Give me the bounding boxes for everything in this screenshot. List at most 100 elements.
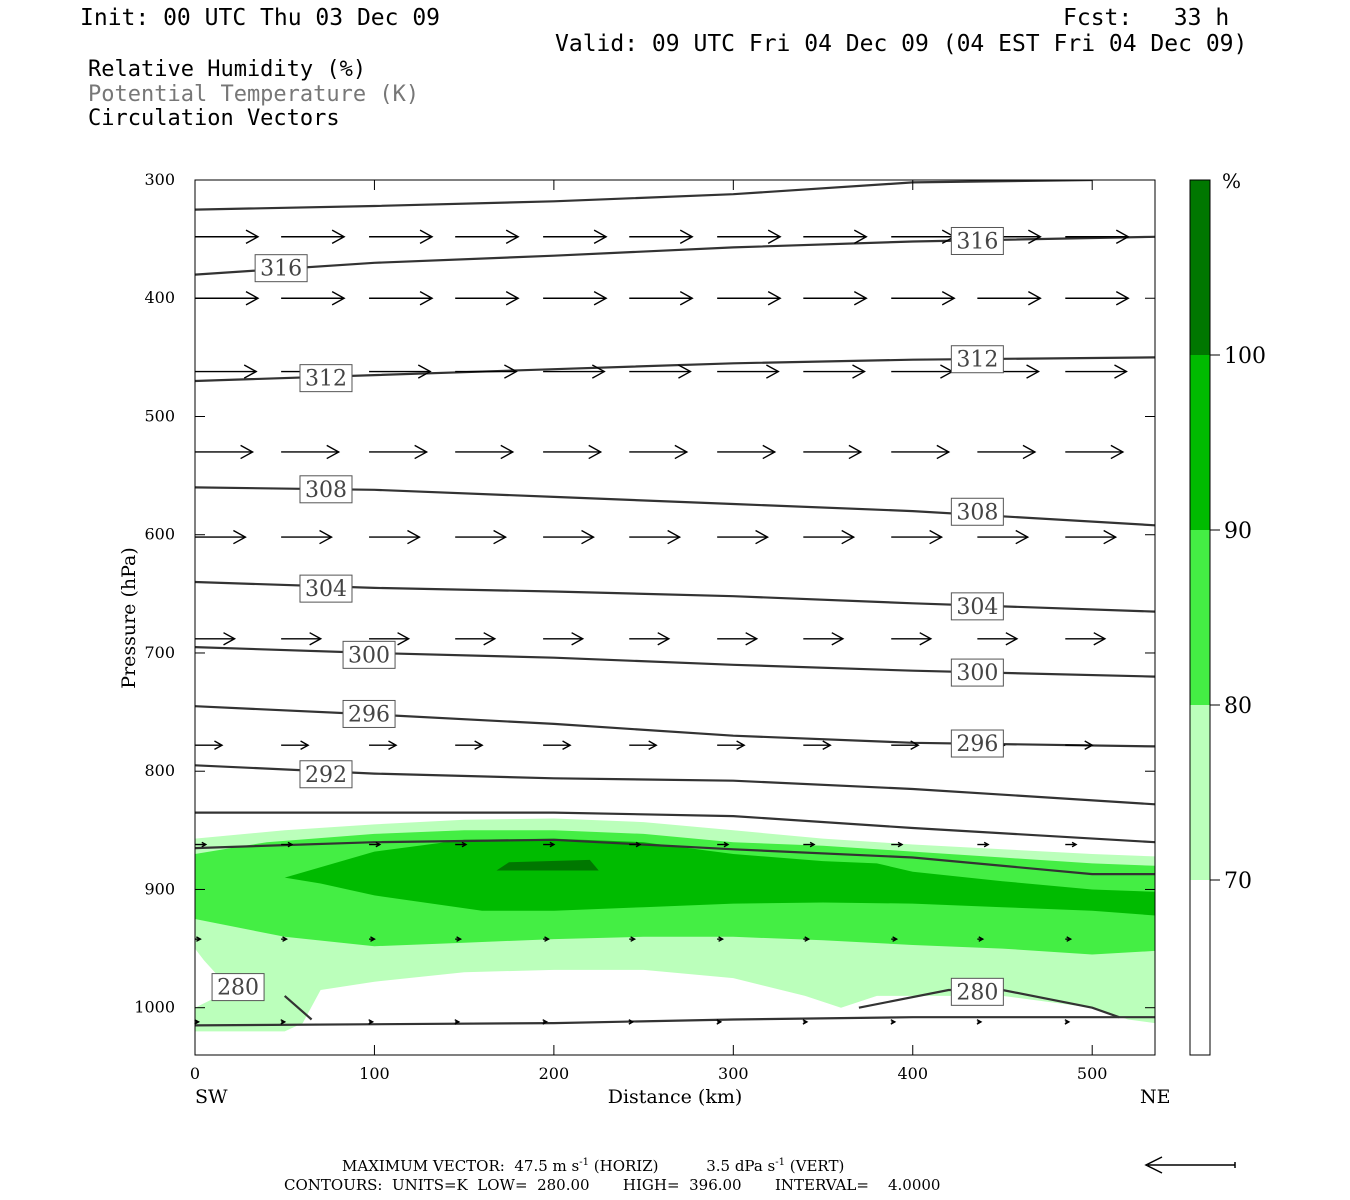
theta-label-text: 316 xyxy=(260,257,302,282)
axes: 0 100 200 300 400 500 300 400 500 600 700 800 900 100… xyxy=(134,170,1155,1083)
max-vector-horiz-unit: (HORIZ) xyxy=(593,1157,659,1175)
vector-arrow-icon xyxy=(369,529,421,545)
x-tick-label: 500 xyxy=(1077,1064,1108,1083)
colorbar-frame xyxy=(1189,179,1211,1056)
vector-arrow-icon xyxy=(454,1019,461,1025)
vector-arrow-icon xyxy=(369,740,398,750)
vector-arrow-icon xyxy=(629,632,671,646)
vector-arrow-icon xyxy=(543,529,595,545)
theta-label: 316 xyxy=(254,254,308,283)
vector-arrow-icon xyxy=(543,444,603,460)
theta-label: 304 xyxy=(950,592,1004,621)
field-label-theta: Potential Temperature (K) xyxy=(88,82,420,107)
vector-arrow-icon xyxy=(629,291,694,306)
reference-arrow-head xyxy=(1144,1156,1163,1174)
vector-arrow-icon xyxy=(455,632,497,646)
vector-arrow-icon xyxy=(803,740,832,750)
theta-label: 296 xyxy=(342,699,396,728)
y-tick-label: 300 xyxy=(144,170,175,189)
theta-label: 308 xyxy=(950,497,1004,526)
rh-region-90 xyxy=(284,838,1155,916)
theta-label-text: 300 xyxy=(956,661,998,686)
max-vector-vert-unit: (VERT) xyxy=(789,1157,845,1175)
vector-arrow-icon xyxy=(629,229,694,244)
vector-arrow-icon xyxy=(891,740,920,750)
vector-arrow-icon xyxy=(195,841,208,848)
vector-arrow-icon xyxy=(455,229,520,244)
vector-arrow-icon xyxy=(369,632,411,646)
colorbar-unit: % xyxy=(1222,169,1241,193)
x-tick-label: 0 xyxy=(190,1064,200,1083)
vector-arrow-icon xyxy=(369,936,376,942)
vector-arrow-icon xyxy=(542,1019,549,1025)
vector-arrow-icon xyxy=(369,291,434,306)
x-tick-label: 200 xyxy=(539,1064,570,1083)
colorbar-swatch xyxy=(1190,880,1210,1055)
vector-arrow-icon xyxy=(803,841,816,848)
vector-arrow-icon xyxy=(281,444,341,460)
vector-arrow-icon xyxy=(803,364,866,379)
vector-arrow-icon xyxy=(455,291,520,306)
forecast-hour: Fcst: 33 h xyxy=(1063,5,1230,31)
theta-label: 304 xyxy=(299,574,353,603)
footer-max-vector: MAXIMUM VECTOR: 47.5 m s-1 (HORIZ) 3.5 d… xyxy=(342,1157,844,1175)
colorbar-tick-label: 90 xyxy=(1224,519,1252,544)
vector-arrow-icon xyxy=(543,229,608,244)
vector-arrow-icon xyxy=(629,841,642,848)
vector-arrow-icon xyxy=(977,444,1037,460)
theta-contour-296 xyxy=(195,705,1155,748)
vector-arrow-icon xyxy=(717,229,782,244)
vector-arrow-icon xyxy=(717,444,777,460)
vector-arrow-icon xyxy=(803,936,811,942)
vector-arrow-icon xyxy=(1065,936,1073,942)
vector-arrow-icon xyxy=(194,1019,201,1025)
theta-label-text: 308 xyxy=(956,500,998,525)
colorbar-swatch xyxy=(1190,355,1210,530)
vector-arrow-icon xyxy=(717,291,782,306)
vector-arrow-icon xyxy=(803,229,868,244)
theta-contour-280 xyxy=(195,1016,1155,1027)
theta-label-text: 296 xyxy=(956,732,998,757)
vector-arrow-icon xyxy=(717,632,759,646)
max-vector-horiz-exp: -1 xyxy=(579,1157,589,1168)
rh-region-100 xyxy=(496,859,599,871)
vector-arrow-icon xyxy=(717,529,770,545)
theta-label: 308 xyxy=(299,475,353,504)
reference-vector-arrow-icon xyxy=(1144,1156,1236,1174)
vector-arrow-icon xyxy=(891,841,904,848)
vector-arrow-icon xyxy=(803,444,863,460)
vector-arrow-icon xyxy=(717,740,746,750)
vector-arrow-icon xyxy=(195,632,237,646)
theta-label: 300 xyxy=(950,658,1004,687)
vector-arrow-icon xyxy=(543,632,585,646)
valid-time: Valid: 09 UTC Fri 04 Dec 09 (04 EST Fri … xyxy=(555,31,1248,57)
colorbar-tick-label: 100 xyxy=(1224,344,1266,369)
colorbar-tick-label: 70 xyxy=(1224,869,1252,894)
y-tick-label: 1000 xyxy=(134,998,175,1017)
vector-arrow-icon xyxy=(1065,364,1128,379)
vector-arrow-icon xyxy=(716,1019,723,1025)
vector-arrow-icon xyxy=(891,632,933,646)
theta-label-text: 308 xyxy=(305,478,347,503)
vector-arrow-icon xyxy=(717,841,730,848)
vector-arrow-icon xyxy=(629,529,682,545)
vector-arrow-icon xyxy=(369,364,432,379)
theta-contour-288 xyxy=(195,811,1155,844)
vector-arrow-icon xyxy=(195,936,202,942)
vector-arrow-icon xyxy=(1065,632,1107,646)
vector-arrow-icon xyxy=(1064,1019,1071,1025)
vector-arrow-icon xyxy=(1065,740,1094,750)
vector-arrow-icon xyxy=(977,841,990,848)
theta-label-text: 300 xyxy=(348,643,390,668)
vector-arrow-icon xyxy=(803,632,845,646)
vector-arrow-icon xyxy=(977,291,1042,306)
theta-contour-316 xyxy=(195,180,1093,211)
vector-arrow-icon xyxy=(455,529,508,545)
vector-arrow-icon xyxy=(281,740,310,750)
vector-arrow-icon xyxy=(803,529,856,545)
vector-arrow-icon xyxy=(891,936,899,942)
theta-label-text: 296 xyxy=(348,702,390,727)
x-axis-label: Distance (km) xyxy=(608,1086,743,1108)
vector-arrow-icon xyxy=(977,632,1019,646)
theta-label: 280 xyxy=(211,973,265,1002)
